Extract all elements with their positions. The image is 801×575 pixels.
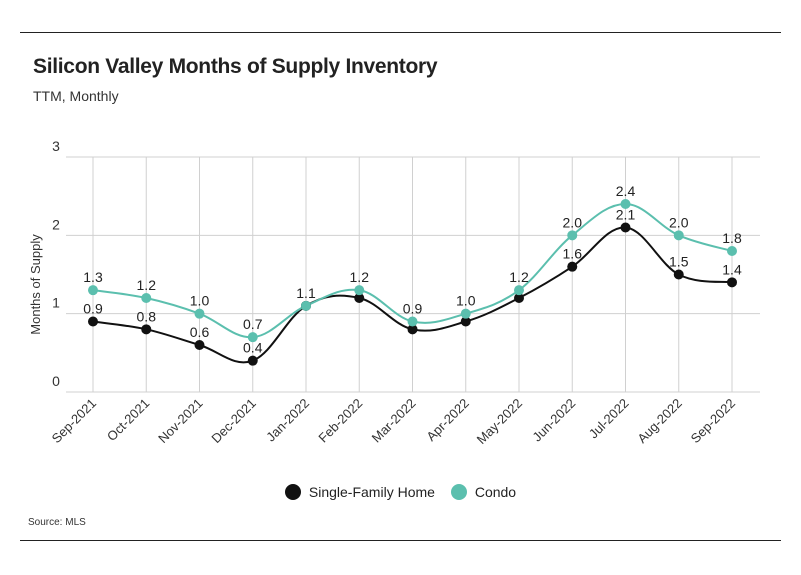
data-point-single-family <box>247 355 258 366</box>
data-point-condo <box>567 230 578 241</box>
data-point-condo <box>141 293 152 303</box>
x-tick-label: Apr-2022 <box>423 396 471 444</box>
data-point-condo <box>620 199 631 209</box>
data-point-condo <box>88 285 98 296</box>
chart-title: Silicon Valley Months of Supply Inventor… <box>33 55 438 78</box>
data-point-single-family <box>88 316 98 327</box>
chart-subtitle: TTM, Monthly <box>33 88 119 104</box>
data-label-single-family: 1.1 <box>296 285 316 301</box>
x-tick-label: Jun-2022 <box>529 396 578 445</box>
legend-label-single-family: Single-Family Home <box>308 484 435 500</box>
y-tick-label: 0 <box>52 373 60 389</box>
bottom-rule <box>20 540 781 541</box>
y-tick-label: 3 <box>52 138 60 154</box>
x-tick-label: Feb-2022 <box>315 396 365 446</box>
y-tick-label: 1 <box>52 295 60 311</box>
data-label-condo: 0.7 <box>243 316 263 332</box>
data-point-single-family <box>620 222 631 233</box>
data-label-condo: 1.0 <box>456 293 476 309</box>
legend-label-condo: Condo <box>474 484 517 500</box>
data-label-condo: 0.9 <box>403 301 423 317</box>
x-tick-label: Aug-2022 <box>634 396 684 446</box>
data-point-condo <box>301 300 311 311</box>
x-tick-label: Nov-2021 <box>155 396 205 446</box>
data-label-single-family: 0.6 <box>190 324 210 340</box>
legend-item-condo: Condo <box>450 484 517 500</box>
data-label-single-family: 0.4 <box>243 340 263 356</box>
legend-marker-single-family <box>284 484 301 500</box>
data-label-condo: 1.2 <box>509 269 529 285</box>
data-label-single-family: 1.4 <box>722 261 742 277</box>
legend-item-single-family: Single-Family Home <box>284 484 435 500</box>
data-point-single-family <box>194 340 205 350</box>
data-label-condo: 2.0 <box>669 214 689 230</box>
data-label-condo: 1.0 <box>190 293 210 309</box>
data-label-condo: 1.3 <box>83 269 103 285</box>
data-point-condo <box>514 285 524 296</box>
y-axis-label: Months of Supply <box>28 234 43 335</box>
data-label-single-family: 2.1 <box>616 207 636 223</box>
data-point-condo <box>460 308 471 319</box>
data-label-condo: 2.0 <box>563 214 583 230</box>
data-point-single-family <box>407 324 418 335</box>
data-point-single-family <box>354 293 365 303</box>
data-label-condo: 1.2 <box>137 277 157 293</box>
top-rule <box>20 32 781 33</box>
x-tick-label: Jul-2022 <box>586 396 632 442</box>
x-tick-label: May-2022 <box>474 396 525 447</box>
legend: Single-Family Home Condo <box>0 484 801 503</box>
data-label-single-family: 0.8 <box>137 308 157 324</box>
data-point-single-family <box>514 293 524 303</box>
legend-marker-condo <box>450 484 467 500</box>
data-label-condo: 1.8 <box>722 230 742 246</box>
data-label-single-family: 0.9 <box>83 301 103 317</box>
data-point-single-family <box>673 269 684 280</box>
data-point-condo <box>247 332 258 343</box>
x-tick-label: Mar-2022 <box>369 396 419 446</box>
data-point-condo <box>727 246 737 256</box>
data-point-condo <box>194 308 205 319</box>
data-point-condo <box>673 230 684 241</box>
data-point-condo <box>354 285 365 296</box>
x-tick-label: Oct-2021 <box>104 396 152 444</box>
y-tick-label: 2 <box>52 216 60 232</box>
data-label-condo: 2.4 <box>616 183 636 199</box>
x-tick-label: Dec-2021 <box>208 396 258 446</box>
data-label-condo: 1.2 <box>350 269 370 285</box>
x-tick-label: Sep-2022 <box>688 396 738 446</box>
x-tick-label: Jan-2022 <box>263 396 312 445</box>
data-label-single-family: 1.5 <box>669 254 689 270</box>
source-note: Source: MLS <box>28 517 86 528</box>
data-point-single-family <box>727 277 737 288</box>
data-point-single-family <box>460 316 471 327</box>
data-point-single-family <box>567 261 578 272</box>
x-tick-label: Sep-2021 <box>49 396 99 446</box>
data-point-single-family <box>141 324 152 335</box>
data-point-condo <box>407 316 418 327</box>
data-label-single-family: 1.6 <box>563 246 583 262</box>
